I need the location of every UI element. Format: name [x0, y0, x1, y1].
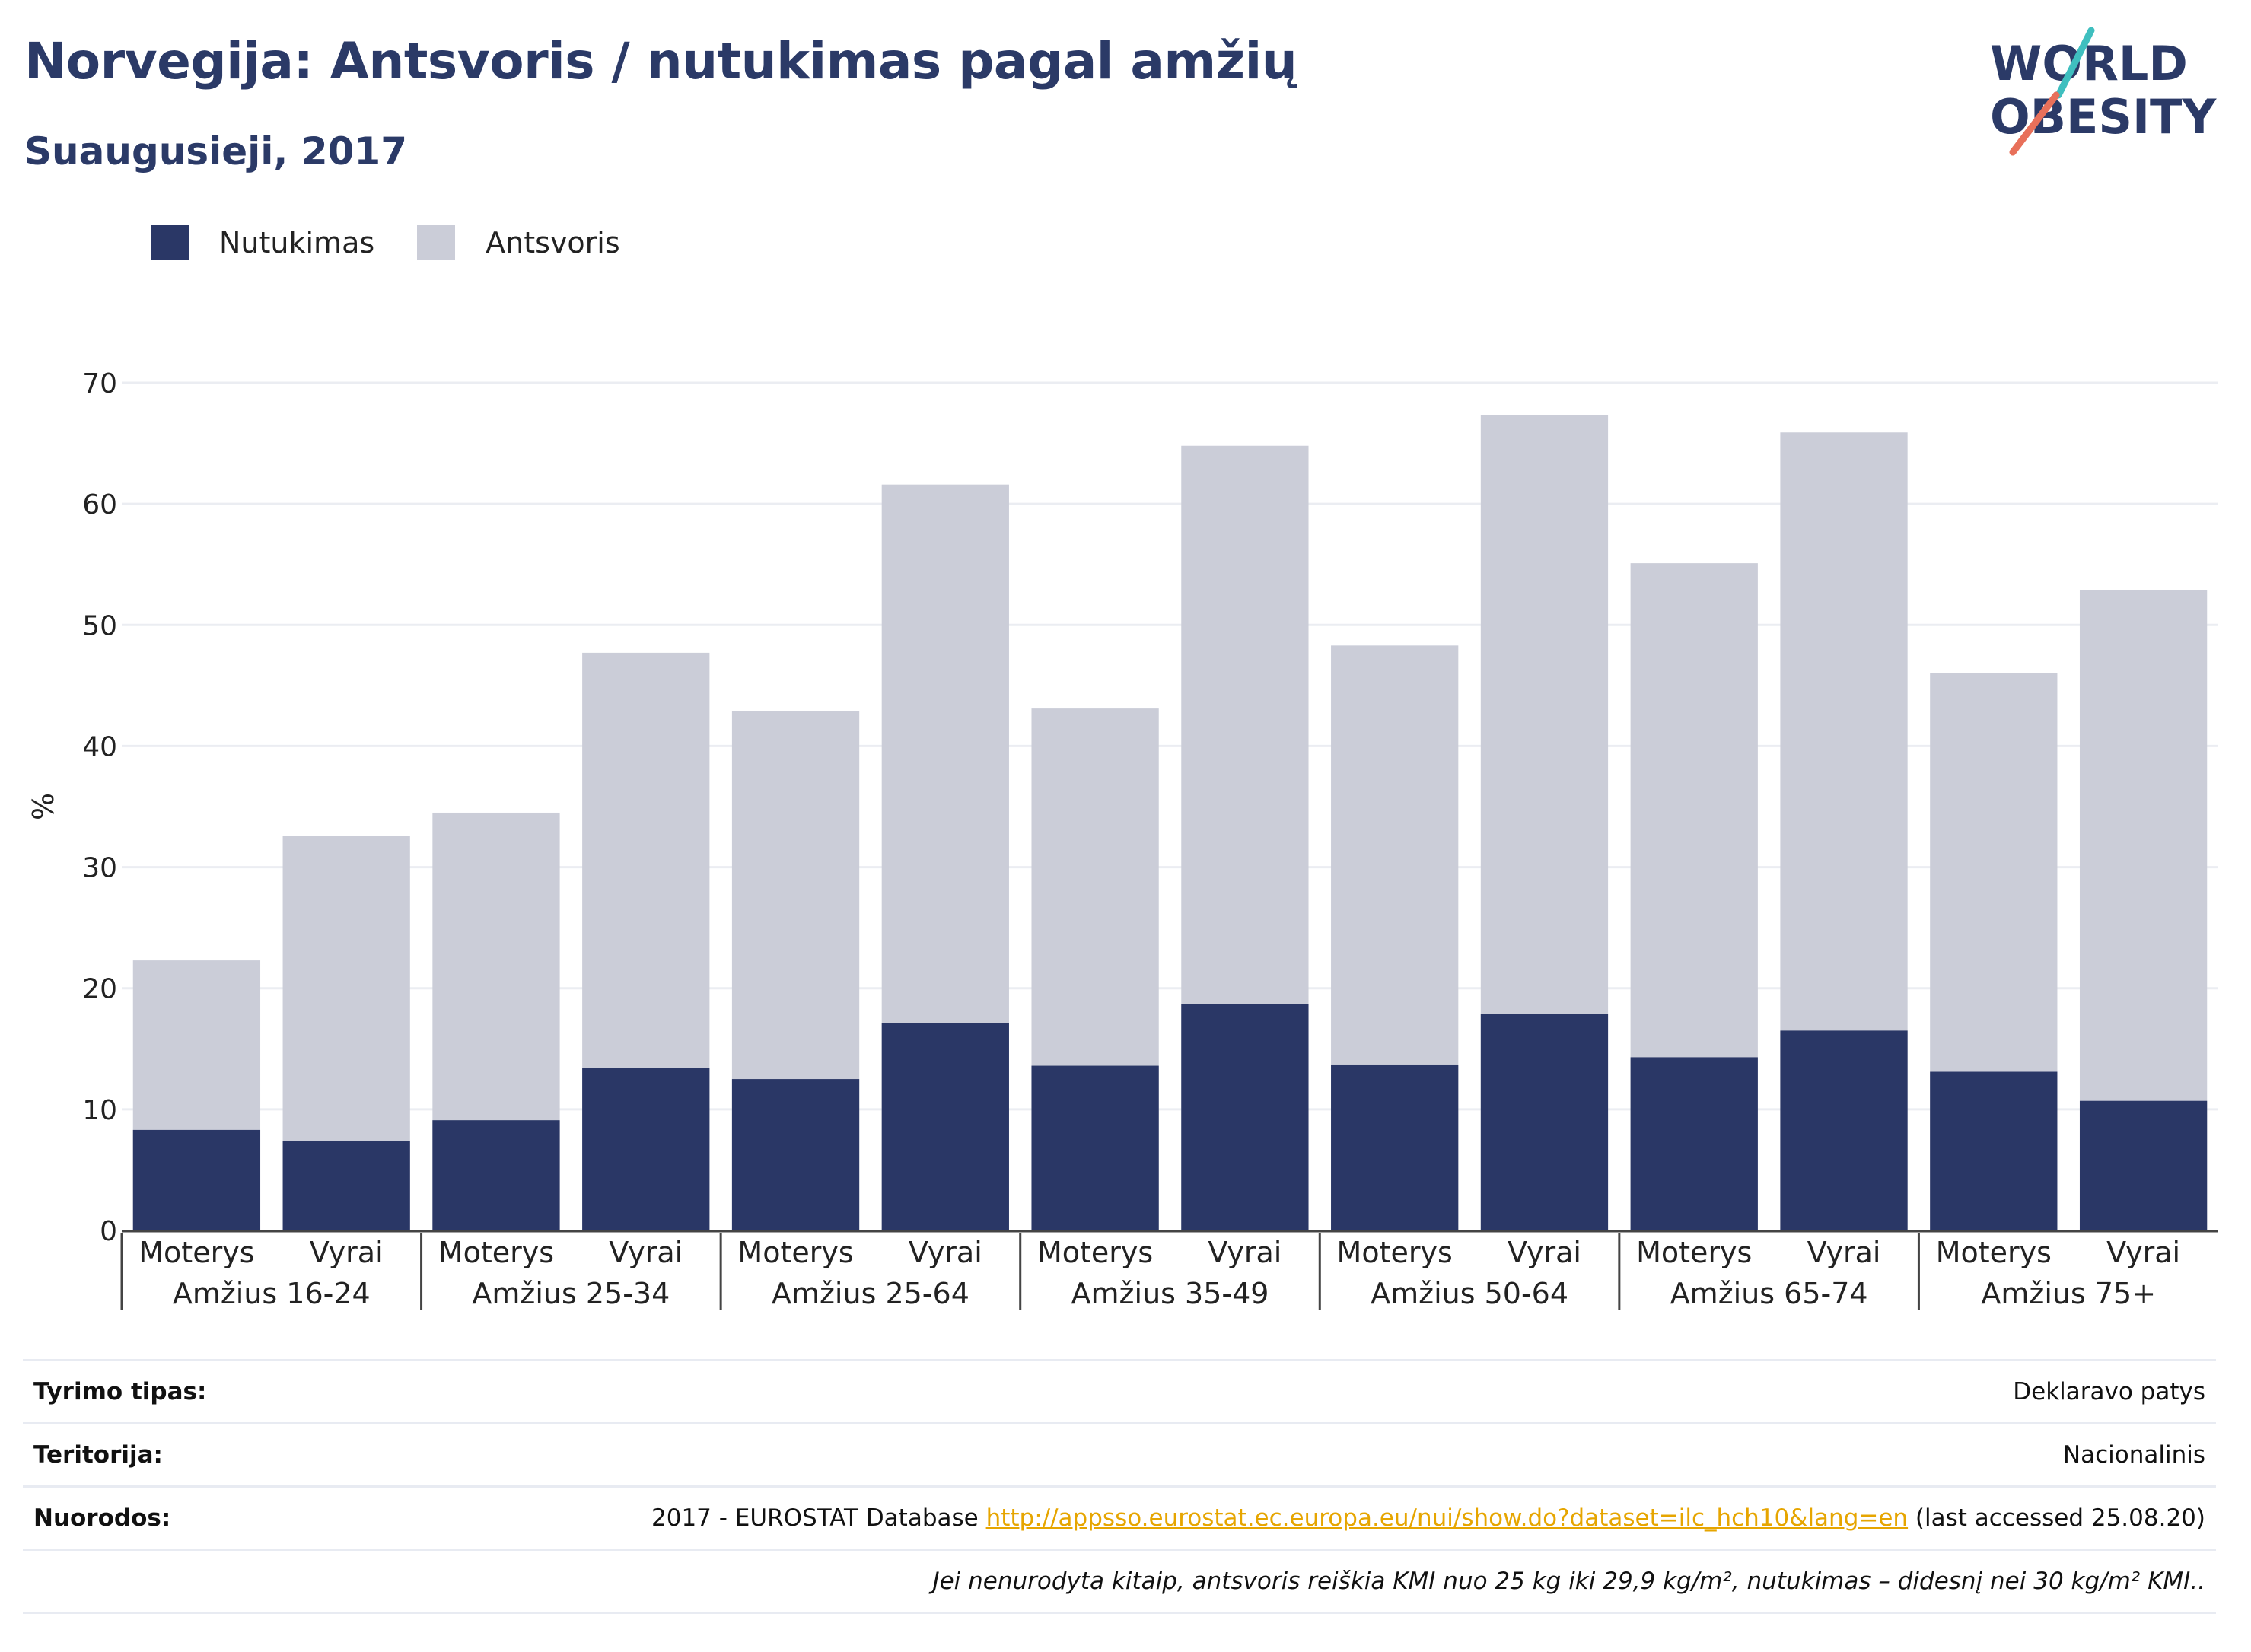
x-tick-label-sex: Moterys	[737, 1236, 853, 1269]
x-group-label: Amžius 35-49	[1071, 1277, 1269, 1310]
x-tick-label-sex: Moterys	[138, 1236, 254, 1269]
y-tick-label: 20	[82, 974, 117, 1005]
legend-swatch-overweight	[417, 225, 456, 260]
y-tick-label: 50	[82, 610, 117, 641]
x-group-label: Amžius 25-64	[772, 1277, 969, 1310]
x-tick-label-sex: Moterys	[1037, 1236, 1153, 1269]
legend-label-obesity: Nutukimas	[219, 226, 375, 259]
y-tick-label: 60	[82, 489, 117, 520]
obesity-bar	[1331, 1064, 1459, 1230]
legend-item-overweight: Antsvoris	[417, 225, 620, 260]
metadata-table: Tyrimo tipas: Deklaravo patys Teritorija…	[23, 1359, 2216, 1614]
chart-legend: Nutukimas Antsvoris	[151, 225, 663, 260]
obesity-bar	[1630, 1057, 1758, 1230]
obesity-bar	[1031, 1065, 1159, 1230]
obesity-bar	[2079, 1100, 2208, 1230]
obesity-bar	[731, 1079, 860, 1230]
x-tick-label-sex: Moterys	[438, 1236, 554, 1269]
y-tick-label: 40	[82, 731, 117, 762]
bar-chart: 0 10 20 30 40 50 60 70% Moterys Vyrai Moterys Vyrai…	[27, 368, 2218, 1310]
legend-swatch-obesity	[151, 225, 189, 260]
obesity-bar	[582, 1068, 710, 1230]
survey-type-label: Tyrimo tipas:	[33, 1378, 207, 1405]
meta-row-references: Nuorodos: 2017 - EUROSTAT Database http:…	[23, 1485, 2216, 1549]
obesity-bar	[1181, 1004, 1309, 1230]
x-tick-label-sex: Moterys	[1636, 1236, 1752, 1269]
survey-type-value: Deklaravo patys	[2013, 1378, 2205, 1405]
obesity-bar	[1780, 1030, 1908, 1230]
y-tick-label: 70	[82, 368, 117, 399]
page-subtitle: Suaugusieji, 2017	[24, 129, 407, 173]
references-suffix: (last accessed 25.08.20)	[1908, 1504, 2205, 1532]
references-value: 2017 - EUROSTAT Database http://appsso.e…	[651, 1504, 2205, 1532]
x-tick-label-sex: Moterys	[1936, 1236, 2052, 1269]
obesity-bar	[282, 1141, 410, 1230]
x-tick-label-sex: Vyrai	[609, 1236, 683, 1269]
eurostat-link[interactable]: http://appsso.eurostat.ec.europa.eu/nui/…	[985, 1504, 1909, 1532]
legend-item-obesity: Nutukimas	[151, 225, 374, 260]
obesity-bar	[1480, 1014, 1609, 1230]
obesity-bar	[132, 1129, 261, 1230]
page-title: Norvegija: Antsvoris / nutukimas pagal a…	[24, 32, 1297, 91]
obesity-bar	[881, 1023, 1009, 1230]
y-tick-label: 30	[82, 853, 117, 884]
x-tick-label-sex: Vyrai	[1807, 1236, 1881, 1269]
territory-value: Nacionalinis	[2062, 1441, 2205, 1469]
obesity-bar	[1930, 1071, 2058, 1230]
y-tick-label: 0	[100, 1216, 117, 1247]
x-tick-label-sex: Vyrai	[1508, 1236, 1581, 1269]
x-group-label: Amžius 16-24	[173, 1277, 371, 1310]
territory-label: Teritorija:	[33, 1441, 163, 1469]
world-obesity-logo: WORLD OBESITY	[1990, 27, 2217, 156]
x-tick-label-sex: Vyrai	[909, 1236, 982, 1269]
x-group-label: Amžius 75+	[1981, 1277, 2156, 1310]
legend-label-overweight: Antsvoris	[486, 226, 620, 259]
references-label: Nuorodos:	[33, 1504, 171, 1532]
definition-note: Jei nenurodyta kitaip, antsvoris reiškia…	[932, 1568, 2205, 1595]
x-tick-label-sex: Moterys	[1337, 1236, 1453, 1269]
y-tick-label: 10	[82, 1095, 117, 1126]
x-tick-label-sex: Vyrai	[1208, 1236, 1282, 1269]
x-group-label: Amžius 65-74	[1670, 1277, 1868, 1310]
logo-line1: WORLD	[1990, 36, 2188, 91]
x-group-label: Amžius 50-64	[1371, 1277, 1568, 1310]
meta-row-note: Jei nenurodyta kitaip, antsvoris reiškia…	[23, 1549, 2216, 1614]
y-axis-label: %	[27, 793, 60, 820]
obesity-bar	[432, 1120, 560, 1230]
meta-row-territory: Teritorija: Nacionalinis	[23, 1422, 2216, 1485]
x-tick-label-sex: Vyrai	[310, 1236, 384, 1269]
references-prefix: 2017 - EUROSTAT Database	[651, 1504, 986, 1532]
meta-row-survey: Tyrimo tipas: Deklaravo patys	[23, 1359, 2216, 1422]
x-tick-label-sex: Vyrai	[2106, 1236, 2180, 1269]
x-group-label: Amžius 25-34	[472, 1277, 670, 1310]
